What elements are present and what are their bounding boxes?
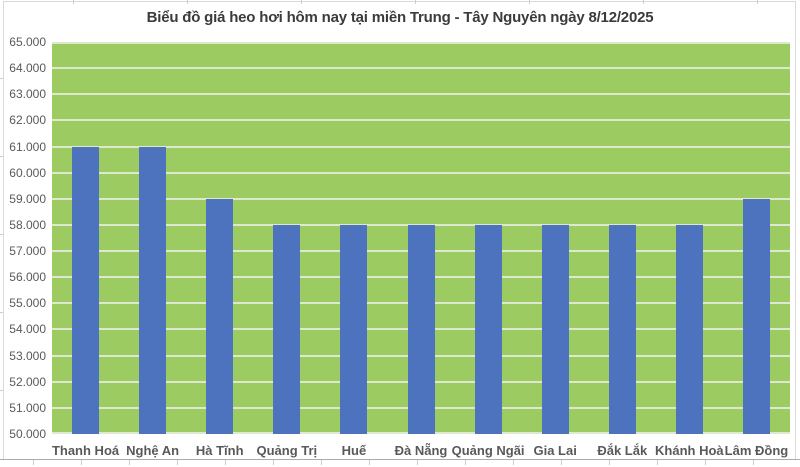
y-tick-label: 65.000 [9,35,46,49]
spreadsheet-gridline [0,390,3,391]
bar-nghệ-an [139,146,167,434]
spreadsheet-gridline [273,460,274,465]
x-category-label: Khánh Hoà [655,443,724,458]
spreadsheet-gridline [561,460,562,465]
chart-title: Biểu đồ giá heo hơi hôm nay tại miền Tru… [146,9,654,26]
spreadsheet-gridline [187,0,188,4]
spreadsheet-gridline [225,460,226,465]
spreadsheet-gridline [0,312,3,313]
y-tick-label: 58.000 [9,217,46,232]
spreadsheet-gridline [0,156,3,157]
x-category-label: Quảng Ngãi [451,443,525,458]
spreadsheet-row-gridline [0,459,800,460]
spreadsheet-gridline [417,460,418,465]
bar-đắk-lắk [608,224,636,434]
spreadsheet-gridline [81,460,82,465]
spreadsheet-gridline [369,460,370,465]
y-tick-label: 56.000 [9,270,46,285]
spreadsheet-gridline [465,460,466,465]
gridline [52,93,790,96]
y-tick-label: 51.000 [9,400,46,415]
x-category-label: Hà Tĩnh [195,443,244,458]
y-tick-label: 54.000 [9,322,46,337]
gridline [52,67,790,70]
y-tick-label: 52.000 [9,374,46,389]
y-tick-label: 64.000 [9,61,46,76]
y-tick-label: 60.000 [9,165,46,180]
x-category-label: Nghệ An [126,443,180,458]
spreadsheet-gridline [0,78,3,79]
gridline [52,119,790,122]
spreadsheet-gridline [301,0,302,4]
y-tick-label: 63.000 [9,87,46,102]
gridline [52,145,790,148]
gridline [52,171,790,174]
spreadsheet-gridline [321,460,322,465]
y-tick-label: 55.000 [9,296,46,311]
spreadsheet-gridline [73,0,74,4]
x-category-label: Đà Nẵng [394,443,448,458]
y-tick-label: 61.000 [9,139,46,154]
spreadsheet-gridline [415,0,416,4]
spreadsheet-gridline [757,0,758,4]
bar-huế [340,224,368,434]
x-category-label: Quảng Trị [256,443,318,458]
y-tick-label: 50.000 [9,427,46,441]
spreadsheet-gridline [129,460,130,465]
spreadsheet-gridline [609,460,610,465]
x-category-label: Huế [341,443,367,458]
y-tick-label: 62.000 [9,113,46,128]
gridline [52,197,790,200]
bar-hà-tĩnh [206,198,234,434]
spreadsheet-gridline [643,0,644,4]
spreadsheet-gridline [177,460,178,465]
x-category-label: Thanh Hoá [51,443,120,458]
bar-thanh-hoá [72,146,100,434]
plot-area [52,42,790,434]
x-category-label: Đắk Lắk [597,443,648,458]
gridline [52,223,790,226]
y-tick-label: 57.000 [9,244,46,259]
spreadsheet-gridline [657,460,658,465]
spreadsheet-gridline [529,0,530,4]
bar-gia-lai [541,224,569,434]
spreadsheet-gridline [513,460,514,465]
x-category-label: Lâm Đồng [724,443,789,458]
spreadsheet-gridline [705,460,706,465]
spreadsheet-gridline [33,460,34,465]
bar-quảng-trị [273,224,301,434]
bar-quảng-ngãi [474,224,502,434]
x-category-label: Gia Lai [533,443,577,458]
spreadsheet-gridline [0,234,3,235]
bar-lâm-đồng [742,198,770,434]
y-tick-label: 59.000 [9,191,46,206]
spreadsheet-gridline [753,460,754,465]
y-tick-label: 53.000 [9,348,46,363]
bar-đà-nẵng [407,224,435,434]
bar-khánh-hoà [675,224,703,434]
gridline [52,42,790,44]
